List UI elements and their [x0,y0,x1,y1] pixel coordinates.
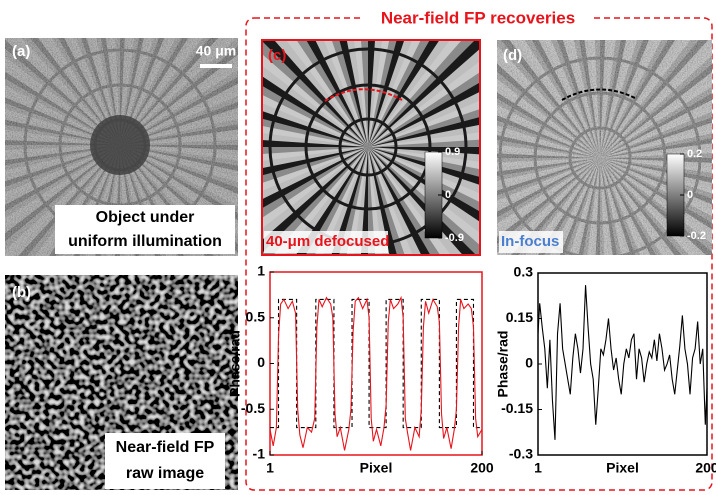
caption: Near-field FP [116,439,215,456]
y-axis-label: Phase/rad [495,331,511,398]
colorbar-tick-label: 0.9 [445,146,460,158]
colorbar-tick-label: -0.2 [687,230,706,242]
x-tick-label: 200 [695,460,716,476]
colorbar-tick-label: -0.9 [445,232,464,244]
y-tick-label: -0.5 [241,400,265,416]
x-tick-label: 200 [470,460,494,476]
y-tick-label: 0 [257,354,265,370]
y-tick-label: -0.3 [509,446,533,462]
panel-label: (d) [503,47,522,64]
x-axis-label: Pixel [360,460,393,476]
x-tick-label: 1 [534,460,542,476]
colorbar-tick-label: 0 [687,189,693,201]
plot-area [538,273,707,455]
panel-label: (a) [12,43,30,60]
caption: In-focus [501,233,559,250]
caption: raw image [126,465,204,482]
colorbar-tick-label: 0 [445,189,451,201]
figure-title: Near-field FP recoveries [381,8,575,27]
panel-label: (b) [12,284,31,301]
x-tick-label: 1 [266,460,274,476]
y-axis-label: Phase/rad [227,330,243,397]
y-tick-label: 0.5 [246,308,266,324]
scale-bar-label: 40 μm [196,43,236,59]
figure: Near-field FP recoveries (a) 40 μm Objec… [0,0,716,495]
x-axis-label: Pixel [606,460,639,476]
y-tick-label: 0.15 [506,309,533,325]
caption: uniform illumination [68,233,222,250]
y-tick-label: 0 [525,355,533,371]
caption: 40-μm defocused [266,233,389,250]
caption: Object under [96,209,195,226]
center [90,115,150,175]
y-tick-label: -1 [253,446,266,462]
y-tick-label: 1 [257,263,265,279]
y-tick-label: 0.3 [514,264,534,280]
colorbar-tick-label: 0.2 [687,148,702,160]
panel-label: (c) [268,47,286,64]
y-tick-label: -0.15 [501,400,533,416]
